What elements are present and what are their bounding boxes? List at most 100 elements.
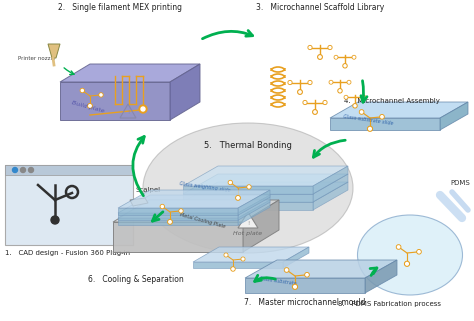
Circle shape	[292, 284, 297, 289]
Text: 5.   Thermal Bonding: 5. Thermal Bonding	[204, 141, 292, 150]
Polygon shape	[118, 190, 270, 208]
Circle shape	[406, 263, 408, 265]
Circle shape	[359, 110, 364, 114]
Circle shape	[369, 127, 371, 130]
Circle shape	[318, 55, 322, 59]
Circle shape	[324, 101, 326, 103]
Circle shape	[335, 56, 337, 58]
Polygon shape	[238, 190, 270, 215]
Text: 3.   Microchannel Scaffold Library: 3. Microchannel Scaffold Library	[256, 3, 384, 12]
Circle shape	[360, 111, 363, 113]
Circle shape	[89, 105, 91, 107]
Text: Scalpel: Scalpel	[136, 187, 161, 193]
Circle shape	[28, 168, 34, 172]
Circle shape	[306, 273, 308, 276]
Circle shape	[328, 46, 332, 49]
Circle shape	[345, 96, 347, 98]
Circle shape	[248, 186, 250, 188]
Polygon shape	[193, 247, 309, 262]
Polygon shape	[243, 200, 279, 252]
Circle shape	[304, 101, 306, 103]
Circle shape	[308, 46, 312, 49]
Polygon shape	[183, 202, 313, 210]
Polygon shape	[313, 166, 348, 194]
Circle shape	[418, 251, 420, 253]
Circle shape	[88, 104, 92, 108]
Circle shape	[241, 257, 245, 261]
Circle shape	[236, 196, 240, 200]
Circle shape	[224, 253, 228, 257]
Circle shape	[405, 261, 410, 266]
Polygon shape	[48, 44, 60, 58]
Circle shape	[169, 221, 171, 223]
Circle shape	[397, 246, 400, 248]
Circle shape	[168, 220, 172, 224]
Polygon shape	[170, 64, 200, 120]
Circle shape	[81, 90, 83, 91]
Circle shape	[179, 209, 183, 213]
Polygon shape	[118, 208, 238, 215]
Polygon shape	[238, 195, 270, 220]
Text: 1.   CAD design - Fusion 360 Plug-in: 1. CAD design - Fusion 360 Plug-in	[5, 250, 130, 256]
Circle shape	[180, 210, 182, 212]
Circle shape	[305, 273, 309, 277]
Circle shape	[323, 100, 327, 104]
Circle shape	[347, 81, 351, 84]
Polygon shape	[118, 218, 238, 225]
Circle shape	[343, 64, 347, 68]
Circle shape	[344, 96, 348, 99]
Circle shape	[242, 258, 244, 260]
Circle shape	[348, 81, 350, 83]
Text: 7.   Master microchannel mould: 7. Master microchannel mould	[244, 298, 365, 307]
Circle shape	[303, 100, 307, 104]
Circle shape	[352, 56, 356, 59]
Circle shape	[309, 47, 311, 48]
Circle shape	[396, 245, 401, 249]
Circle shape	[139, 105, 147, 113]
Circle shape	[353, 104, 357, 108]
Polygon shape	[183, 194, 313, 202]
Polygon shape	[113, 200, 279, 222]
Circle shape	[81, 89, 84, 92]
Polygon shape	[113, 222, 243, 252]
Circle shape	[225, 254, 227, 256]
Polygon shape	[313, 174, 348, 202]
Polygon shape	[118, 213, 238, 220]
Circle shape	[247, 185, 251, 189]
Ellipse shape	[143, 123, 353, 253]
Polygon shape	[130, 198, 148, 206]
Polygon shape	[330, 102, 468, 118]
Circle shape	[354, 105, 356, 107]
Circle shape	[284, 268, 289, 272]
Circle shape	[229, 181, 231, 184]
Circle shape	[51, 216, 59, 224]
Polygon shape	[183, 186, 313, 194]
Polygon shape	[365, 260, 397, 293]
Circle shape	[161, 205, 164, 208]
Circle shape	[313, 110, 317, 114]
Circle shape	[285, 269, 288, 271]
Ellipse shape	[357, 215, 463, 295]
Circle shape	[338, 89, 342, 93]
Text: 2.   Single filament MEX printing: 2. Single filament MEX printing	[58, 3, 182, 12]
Text: !: !	[127, 110, 129, 115]
Circle shape	[289, 82, 291, 83]
Text: Build plate: Build plate	[71, 100, 105, 114]
Text: PDMS: PDMS	[450, 180, 470, 186]
Circle shape	[353, 56, 355, 58]
Polygon shape	[440, 102, 468, 130]
Polygon shape	[118, 200, 270, 218]
Circle shape	[160, 204, 164, 208]
Text: 4.   Microchannel Assembly: 4. Microchannel Assembly	[344, 98, 440, 104]
Polygon shape	[245, 278, 365, 293]
Text: Glass substrate: Glass substrate	[259, 276, 297, 286]
Circle shape	[298, 90, 302, 94]
Circle shape	[417, 250, 421, 254]
Polygon shape	[193, 262, 283, 268]
Circle shape	[368, 126, 373, 131]
Polygon shape	[238, 200, 270, 225]
Text: !: !	[247, 221, 249, 226]
Circle shape	[380, 115, 384, 119]
Circle shape	[232, 268, 234, 270]
Polygon shape	[245, 260, 397, 278]
